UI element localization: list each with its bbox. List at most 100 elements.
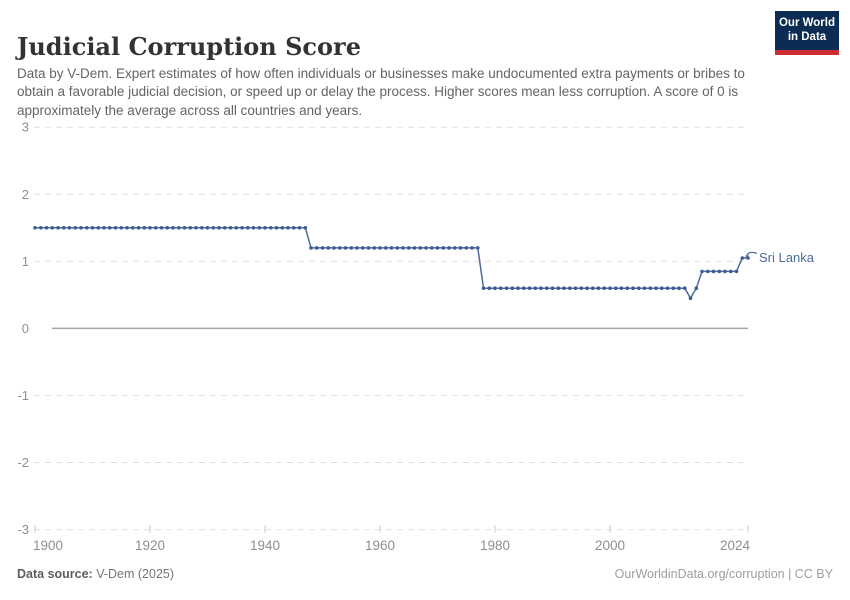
data-point	[499, 286, 503, 291]
data-point	[573, 286, 578, 291]
data-point	[407, 246, 411, 250]
chart-footer: Data source: V-Dem (2025) OurWorldinData…	[17, 567, 833, 581]
data-point	[349, 246, 354, 250]
data-point	[188, 226, 193, 230]
x-axis-tick-label: 1940	[250, 538, 280, 553]
data-point	[470, 246, 474, 250]
data-point	[539, 286, 543, 291]
data-point	[568, 286, 572, 291]
data-point	[85, 226, 89, 230]
attribution-link[interactable]: OurWorldinData.org/corruption | CC BY	[614, 567, 833, 581]
data-point	[148, 226, 152, 230]
data-point	[228, 226, 233, 230]
data-point	[332, 246, 336, 250]
x-axis-tick-label: 1900	[33, 538, 63, 553]
data-point	[516, 286, 520, 291]
data-point	[165, 226, 170, 230]
data-point	[476, 246, 480, 250]
data-point	[637, 286, 641, 291]
data-point	[562, 286, 566, 291]
data-point	[39, 226, 43, 230]
data-point	[665, 286, 670, 291]
data-point	[729, 269, 733, 274]
data-point	[108, 226, 112, 230]
data-point	[326, 246, 331, 250]
data-point	[171, 226, 175, 230]
data-point	[355, 246, 359, 250]
data-point	[435, 246, 440, 250]
data-point	[211, 226, 216, 230]
data-point	[50, 226, 55, 230]
data-point	[280, 226, 285, 230]
data-point	[619, 286, 624, 291]
data-point	[430, 246, 434, 250]
owid-logo[interactable]: Our World in Data	[775, 11, 839, 55]
data-point	[740, 256, 745, 260]
data-point	[717, 269, 722, 274]
y-axis-tick-label: 3	[22, 120, 29, 135]
data-point	[274, 226, 279, 230]
data-point	[361, 246, 365, 250]
y-axis-tick-label: -1	[17, 388, 29, 403]
data-point	[90, 226, 95, 230]
data-point	[343, 246, 348, 250]
data-point	[378, 246, 382, 250]
y-axis-tick-label: 0	[22, 321, 29, 336]
data-point	[205, 226, 210, 230]
data-point	[608, 286, 612, 291]
data-point	[159, 226, 164, 230]
data-point	[44, 226, 49, 230]
entity-label-arrowhead	[745, 255, 749, 259]
x-axis-tick-label: 2024	[720, 538, 751, 553]
data-point	[315, 246, 319, 250]
data-point	[125, 226, 129, 230]
chart-subtitle: Data by V-Dem. Expert estimates of how o…	[17, 65, 745, 118]
data-point	[269, 226, 273, 230]
data-point	[395, 246, 400, 250]
data-source-value: V-Dem (2025)	[92, 567, 175, 581]
data-point	[366, 246, 371, 250]
data-point	[297, 226, 302, 230]
data-point	[412, 246, 417, 250]
data-point	[154, 226, 158, 230]
data-point	[447, 246, 451, 250]
data-point	[303, 226, 308, 230]
data-point	[182, 226, 187, 230]
data-point	[585, 286, 589, 291]
data-point	[596, 286, 601, 291]
data-point	[734, 269, 739, 274]
data-point	[194, 226, 198, 230]
data-point	[694, 286, 699, 291]
data-point	[257, 226, 262, 230]
data-point	[631, 286, 635, 291]
data-point	[246, 226, 250, 230]
data-point	[550, 286, 555, 291]
data-point	[251, 226, 256, 230]
data-point	[591, 286, 595, 291]
entity-label[interactable]: Sri Lanka	[759, 250, 815, 265]
data-point	[660, 286, 664, 291]
data-point	[453, 246, 457, 250]
data-point	[700, 269, 704, 274]
data-point	[372, 246, 377, 250]
data-point	[464, 246, 469, 250]
data-point	[545, 286, 549, 291]
data-point	[73, 226, 78, 230]
data-point	[556, 286, 561, 291]
data-point	[200, 226, 204, 230]
data-point	[493, 286, 497, 291]
owid-logo-line1: Our World	[778, 17, 835, 29]
data-point	[131, 226, 135, 230]
data-point	[263, 226, 267, 230]
data-point	[79, 226, 83, 230]
data-point	[504, 286, 509, 291]
data-point	[481, 286, 486, 291]
data-point	[389, 246, 394, 250]
x-axis-tick-label: 1920	[135, 538, 165, 553]
y-axis-tick-label: -3	[17, 522, 29, 537]
data-source-label: Data source:	[17, 567, 93, 581]
data-point	[522, 286, 526, 291]
data-point	[527, 286, 532, 291]
x-axis-tick-label: 1960	[365, 538, 395, 553]
